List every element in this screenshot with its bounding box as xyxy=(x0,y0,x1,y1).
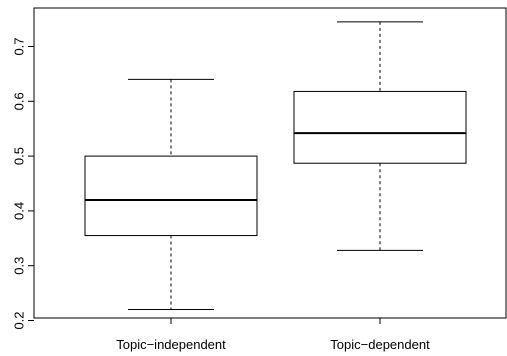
boxes xyxy=(84,21,467,311)
y-tick-label: 0.2 xyxy=(11,311,26,329)
x-axis: Topic−independent Topic−dependent xyxy=(116,318,430,352)
y-tick-label: 0.5 xyxy=(11,147,26,165)
y-tick-label: 0.4 xyxy=(11,202,26,220)
iqr-box xyxy=(293,90,467,164)
y-tick-label: 0.3 xyxy=(11,257,26,275)
box-2 xyxy=(293,21,467,251)
x-tick-label: Topic−dependent xyxy=(330,337,430,352)
plot-frame xyxy=(33,7,507,319)
iqr-box xyxy=(84,155,258,237)
y-axis: 0.2 0.3 0.4 0.5 0.6 0.7 xyxy=(11,37,34,330)
box-1 xyxy=(84,78,258,311)
y-tick-label: 0.6 xyxy=(11,92,26,110)
x-tick-label: Topic−independent xyxy=(116,337,226,352)
y-tick-label: 0.7 xyxy=(11,37,26,55)
